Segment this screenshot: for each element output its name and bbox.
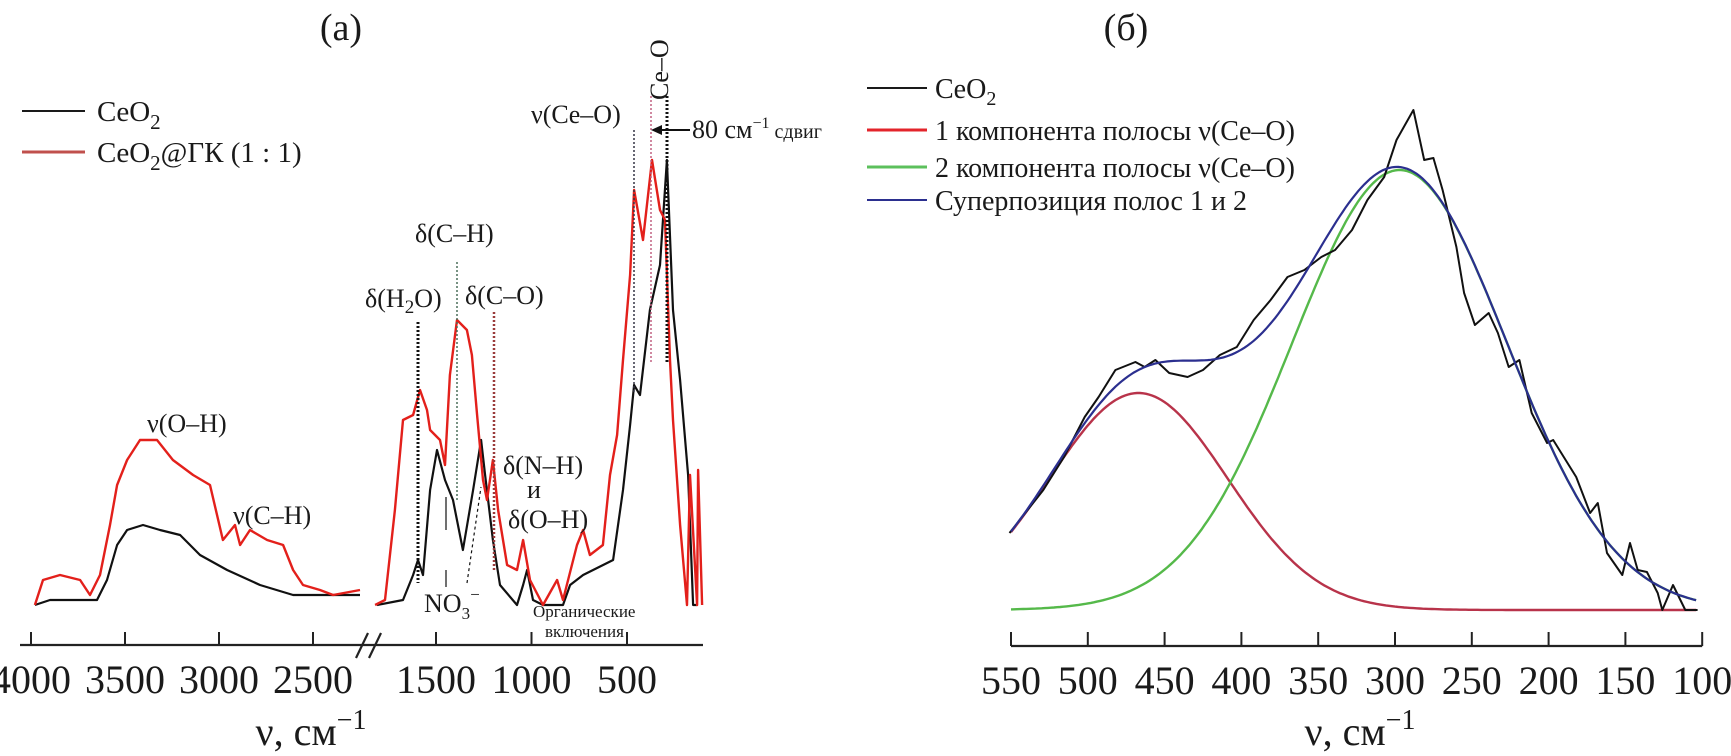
- annotation-markers-a: [416, 96, 690, 587]
- x-tick-label-b: 150: [1595, 658, 1655, 703]
- x-axis-b-title: ν, см−1: [1305, 705, 1416, 754]
- legend-b: CeO2 1 компонента полосы ν(Ce–O) 2 компо…: [867, 74, 1295, 217]
- x-tick-label-a: 3500: [85, 657, 165, 702]
- plot-area-b: [1008, 109, 1698, 612]
- annotation-no3: NO3−: [424, 585, 480, 623]
- annotation-d-co: δ(C–O): [465, 281, 544, 310]
- x-tick-label-b: 300: [1365, 658, 1425, 703]
- x-tick-label-a: 4000: [0, 657, 71, 702]
- x-tick-label-b: 500: [1058, 658, 1118, 703]
- series-line-ceo2-segment-1: [34, 523, 360, 607]
- legend-b-label-component-2: 2 компонента полосы ν(Ce–O): [935, 153, 1295, 184]
- x-tick-label-b: 400: [1211, 658, 1271, 703]
- annotation-d-nh: δ(N–H): [503, 451, 583, 480]
- annotation-d-ch: δ(C–H): [415, 219, 494, 248]
- x-tick-label-a: 1000: [492, 657, 572, 702]
- x-tick-label-a: 1500: [396, 657, 476, 702]
- x-tick-label-b: 450: [1135, 658, 1195, 703]
- legend-a-label-ceo2-gk: CeO2@ГК (1 : 1): [97, 137, 302, 175]
- panel-a: (a) CeO2 CeO2@ГК (1 : 1) 4000 3500 3000 250…: [0, 7, 822, 754]
- series-line-ceo2-gk-segment-2: [374, 158, 704, 607]
- legend-b-label-superposition: Суперпозиция полос 1 и 2: [935, 186, 1247, 217]
- annotation-ceo: Ce–O: [645, 39, 674, 100]
- x-tick-label-a: 500: [597, 657, 657, 702]
- annotation-v-ceo: ν(Ce–O): [531, 100, 621, 129]
- x-tick-label-a: 2500: [273, 657, 353, 702]
- superposition-curve: [1010, 165, 1697, 602]
- x-tick-label-b: 550: [981, 658, 1041, 703]
- x-tick-label-b: 350: [1288, 658, 1348, 703]
- legend-b-label-ceo2: CeO2: [935, 74, 996, 110]
- shift-arrow-head-icon: [651, 125, 662, 135]
- x-tick-label-a: 3000: [179, 657, 259, 702]
- annotation-organic-line1: Органические: [533, 602, 635, 621]
- axis-break-mark-1: [355, 632, 369, 659]
- series-line-ceo2-gk-segment-1: [33, 438, 361, 606]
- annotation-organic-line2: включения: [545, 622, 624, 641]
- x-axis-a-title: ν, см−1: [256, 705, 367, 754]
- x-tick-label-b: 100: [1672, 658, 1731, 703]
- panel-a-label: (a): [320, 7, 362, 49]
- annotation-d-oh: δ(O–H): [508, 505, 588, 534]
- series-line-ceo2-segment-2: [376, 158, 698, 607]
- annotations-a: ν(O–H) ν(C–H) δ(H2O) δ(C–H) δ(C–O) δ(N–H…: [147, 39, 822, 641]
- annotation-v-oh: ν(O–H): [147, 409, 227, 438]
- axis-break-mark-2: [368, 632, 382, 659]
- x-axis-b: 550 500 450 400 350 300 250 200 150 100: [981, 632, 1731, 703]
- plot-area-a: [33, 158, 704, 607]
- legend-b-label-component-1: 1 компонента полосы ν(Ce–O): [935, 116, 1295, 147]
- annotation-v-ch: ν(C–H): [233, 501, 311, 530]
- x-tick-label-b: 200: [1519, 658, 1579, 703]
- component-1-curve: [1010, 391, 1697, 612]
- x-tick-label-b: 250: [1442, 658, 1502, 703]
- annotation-and: и: [527, 475, 541, 504]
- x-axis-a: 4000 3500 3000 2500 1500 1000 500: [0, 632, 703, 702]
- series-line-ceo2-b: [1008, 109, 1698, 611]
- annotation-d-h2o: δ(H2O): [365, 284, 442, 318]
- legend-a: CeO2 CeO2@ГК (1 : 1): [22, 96, 302, 175]
- annotation-shift: 80 см−1 сдвиг: [692, 115, 822, 144]
- panel-b: (б) CeO2 1 компонента полосы ν(Ce–O) 2 к…: [867, 7, 1731, 754]
- legend-a-label-ceo2: CeO2: [97, 96, 161, 134]
- marker-no3-dashed: [466, 486, 482, 584]
- panel-b-label: (б): [1104, 7, 1149, 49]
